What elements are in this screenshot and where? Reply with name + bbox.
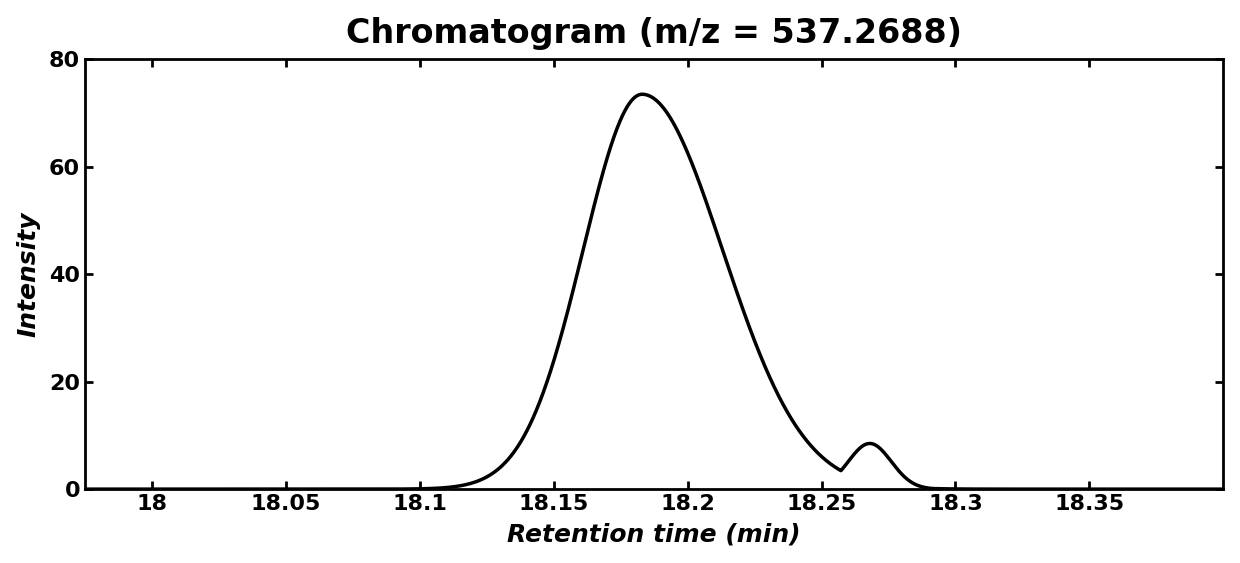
Y-axis label: Intensity: Intensity: [16, 212, 41, 337]
X-axis label: Retention time (min): Retention time (min): [507, 522, 801, 546]
Title: Chromatogram (m/z = 537.2688): Chromatogram (m/z = 537.2688): [346, 17, 962, 50]
